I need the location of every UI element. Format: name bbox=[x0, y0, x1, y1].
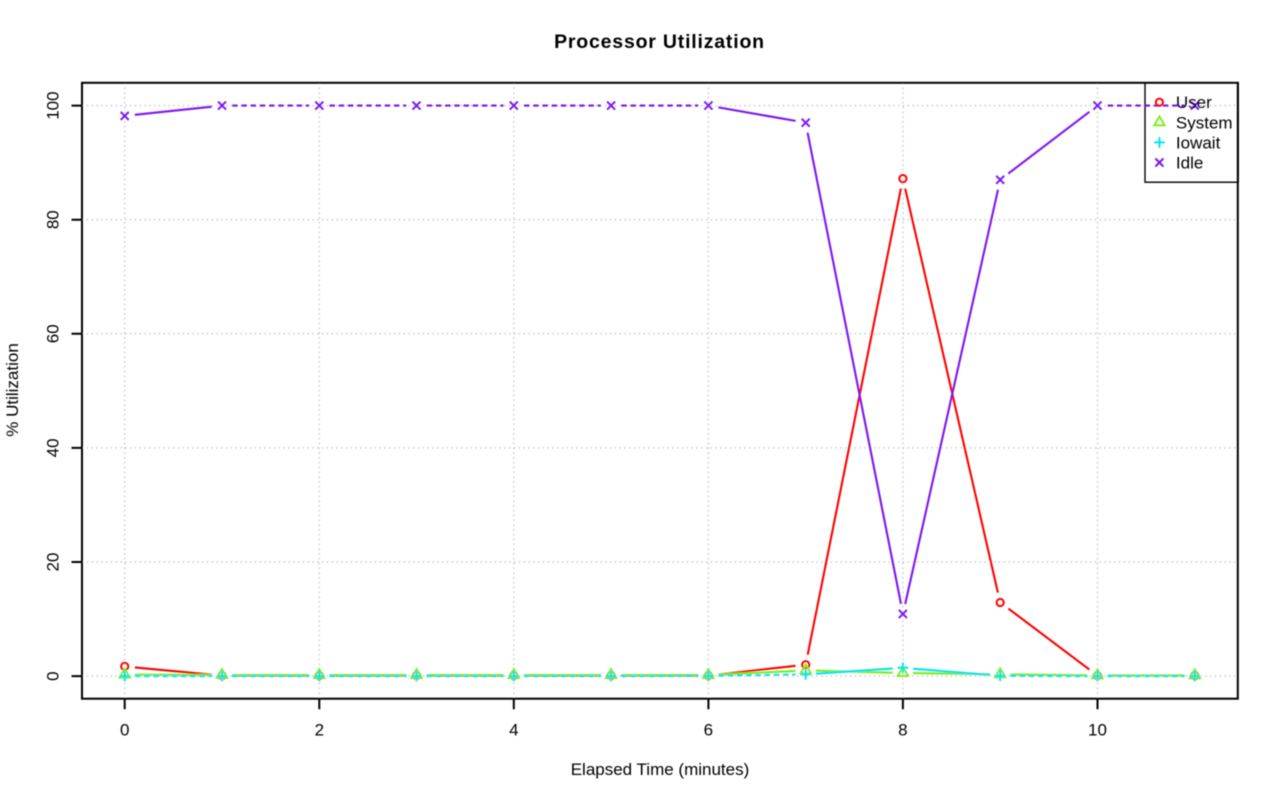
svg-text:60: 60 bbox=[44, 324, 63, 343]
svg-text:40: 40 bbox=[44, 438, 63, 457]
svg-text:10: 10 bbox=[1088, 721, 1107, 740]
svg-text:6: 6 bbox=[704, 721, 713, 740]
svg-text:2: 2 bbox=[315, 721, 324, 740]
svg-text:Processor Utilization: Processor Utilization bbox=[554, 31, 765, 53]
svg-text:Idle: Idle bbox=[1176, 154, 1203, 173]
svg-text:80: 80 bbox=[44, 210, 63, 229]
svg-text:8: 8 bbox=[898, 721, 907, 740]
svg-text:20: 20 bbox=[44, 553, 63, 572]
svg-text:Iowait: Iowait bbox=[1176, 133, 1221, 152]
svg-text:100: 100 bbox=[44, 91, 63, 119]
svg-text:4: 4 bbox=[509, 721, 518, 740]
svg-text:System: System bbox=[1176, 113, 1233, 132]
svg-text:% Utilization: % Utilization bbox=[3, 343, 22, 437]
svg-text:User: User bbox=[1176, 93, 1212, 112]
svg-text:Elapsed Time (minutes): Elapsed Time (minutes) bbox=[571, 760, 750, 779]
svg-text:0: 0 bbox=[44, 671, 63, 680]
svg-text:0: 0 bbox=[120, 721, 129, 740]
